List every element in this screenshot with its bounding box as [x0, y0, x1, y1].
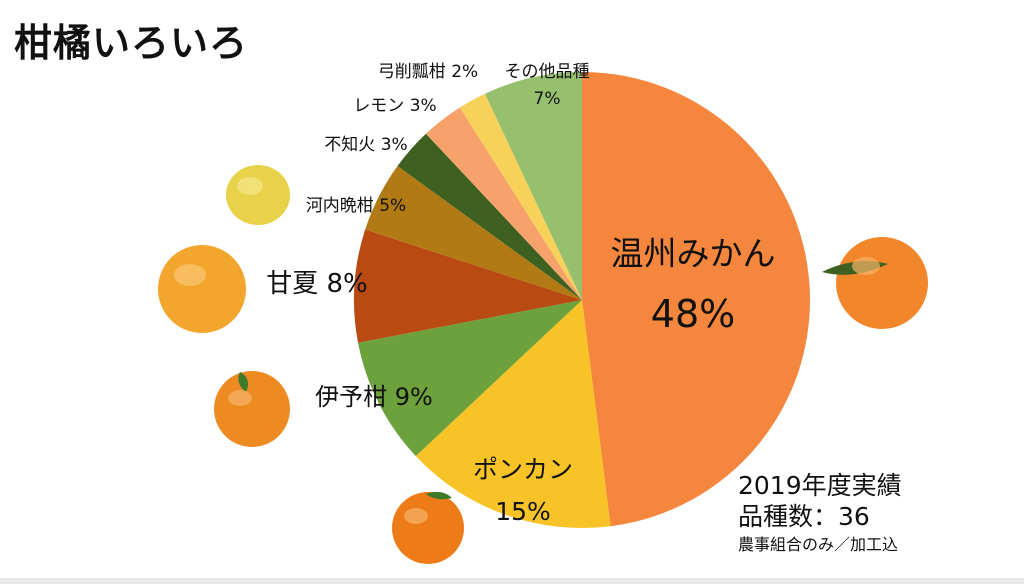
summary-note: 2019年度実績 品種数：36 農事組合のみ／加工込 — [738, 470, 902, 555]
slice-label-4: 甘夏 8% — [266, 269, 368, 299]
slice-label-6: 不知火 3% — [324, 135, 407, 155]
note-scope: 農事組合のみ／加工込 — [738, 534, 899, 554]
pie-slice-6 — [397, 133, 582, 300]
amanatsu-fruit-icon — [158, 245, 246, 333]
bottom-bar — [0, 578, 1024, 584]
slice-label-8: 弓削瓢柑 2% — [378, 62, 478, 82]
iyokan-fruit-icon — [214, 371, 290, 447]
pie-slice-4 — [354, 229, 582, 343]
slice-label-3: 伊予柑 9% — [315, 383, 433, 411]
unshu-mikan-fruit-icon — [822, 237, 928, 329]
pie-slice-5 — [365, 165, 582, 300]
slice-value-label-2: 15% — [495, 497, 551, 526]
pie-labels: 温州みかん 48% ポンカン 15% 伊予柑 9% 甘夏 8% 河内晩柑 5% 不知火 3% レ… — [266, 62, 775, 526]
note-fiscal-year: 2019年度実績 — [738, 471, 902, 500]
slice-label-1: 温州みかん — [611, 234, 776, 273]
note-variety-count: 品種数：36 — [738, 502, 870, 532]
ponkan-fruit-icon — [392, 491, 464, 564]
slice-label-7: レモン 3% — [353, 96, 436, 116]
pie-slice-7 — [425, 107, 582, 301]
kawachi-bankan-fruit-icon — [226, 165, 290, 225]
slice-label-2: ポンカン — [473, 455, 573, 484]
pie-slice-9 — [484, 72, 582, 300]
slice-value-label-9: 7% — [534, 89, 561, 109]
fruit-illustrations — [158, 165, 928, 564]
pie-slice-8 — [459, 93, 582, 300]
chart-title: 柑橘いろいろ — [14, 21, 249, 65]
pie-slice-2 — [415, 300, 611, 528]
pie-slices — [354, 72, 810, 528]
pie-slice-3 — [358, 300, 582, 457]
slice-value-label-1: 48% — [651, 292, 735, 336]
slice-label-9: その他品種 — [505, 62, 590, 82]
slice-label-5: 河内晩柑 5% — [306, 196, 406, 216]
pie-slice-1 — [582, 72, 810, 527]
